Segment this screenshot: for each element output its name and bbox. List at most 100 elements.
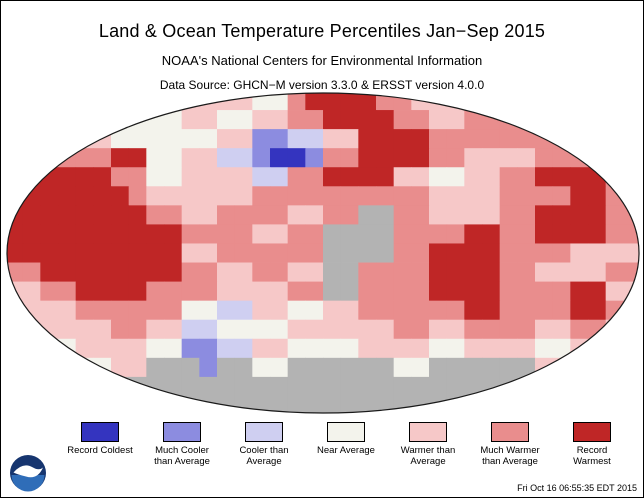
map-grid-cell <box>588 319 607 340</box>
map-grid-cell <box>323 205 342 225</box>
map-grid-cell <box>22 93 41 111</box>
map-grid-cell <box>128 186 147 206</box>
map-grid-cell <box>429 243 448 263</box>
map-grid-cell <box>535 93 554 111</box>
noaa-logo-sea <box>11 475 45 492</box>
map-grid-cell <box>429 110 448 130</box>
map-grid-cell <box>340 186 359 206</box>
map-grid-cell <box>535 110 554 130</box>
map-grid-cell <box>323 224 342 244</box>
legend-swatch-record-warmest <box>573 422 611 442</box>
map-grid-cell <box>287 93 306 111</box>
map-grid-cell <box>111 224 130 244</box>
map-grid-cell <box>376 129 395 149</box>
legend-label-warmer: Warmer than Average <box>400 445 456 468</box>
map-grid-cell <box>464 186 483 206</box>
map-grid-cell <box>535 224 554 244</box>
map-grid-cell <box>605 262 624 282</box>
map-grid-cell <box>93 262 112 282</box>
map-grid-cell <box>252 205 271 225</box>
map-grid-cell <box>305 395 324 413</box>
map-grid-cell <box>323 319 342 340</box>
map-grid-cell <box>7 186 24 206</box>
map-grid-cell <box>605 376 624 397</box>
map-grid-cell <box>128 300 147 321</box>
map-grid-cell <box>393 281 412 302</box>
map-grid-cell <box>429 281 448 302</box>
map-grid-cell <box>482 357 501 378</box>
map-grid-cell <box>446 357 465 378</box>
map-grid-cell <box>22 205 41 225</box>
map-grid-cell <box>517 338 536 359</box>
map-grid-cell <box>499 262 518 282</box>
map-grid-cell <box>22 300 41 321</box>
map-grid-cell <box>40 93 59 111</box>
map-grid-cell <box>464 357 483 378</box>
map-grid-cell <box>287 167 306 187</box>
map-grid-cell <box>7 376 24 397</box>
map-grid-cell <box>570 357 589 378</box>
map-grid-cell <box>358 129 377 149</box>
map-grid-cell <box>570 205 589 225</box>
map-grid-cell <box>270 319 289 340</box>
map-grid-cell <box>446 338 465 359</box>
map-grid-cell <box>181 357 200 378</box>
map-grid-cell <box>217 129 236 149</box>
map-grid-cell <box>40 205 59 225</box>
map-grid-cell <box>499 357 518 378</box>
map-grid-cell <box>340 376 359 397</box>
map-grid-cell <box>58 93 77 111</box>
map-grid-cell <box>552 262 571 282</box>
map-grid-cell <box>7 129 24 149</box>
map-grid-cell <box>305 167 324 187</box>
map-grid-cell <box>340 281 359 302</box>
map-grid-cell <box>58 167 77 187</box>
map-grid-cell <box>287 262 306 282</box>
map-grid-cell <box>164 205 183 225</box>
map-grid-cell <box>535 300 554 321</box>
map-grid-cell <box>570 300 589 321</box>
map-grid-cell <box>40 300 59 321</box>
map-grid-cell <box>111 148 130 168</box>
map-grid-cell <box>199 319 218 340</box>
map-grid-cell <box>340 224 359 244</box>
legend-label-near-average: Near Average <box>317 445 375 456</box>
map-grid-cell <box>464 281 483 302</box>
map-grid-cell <box>305 281 324 302</box>
map-grid-cell <box>517 262 536 282</box>
map-grid-cell <box>482 338 501 359</box>
map-grid-cell <box>429 319 448 340</box>
map-grid-cell <box>128 319 147 340</box>
map-grid-cell <box>605 110 624 130</box>
map-grid-cell <box>393 205 412 225</box>
map-grid-cell <box>305 186 324 206</box>
map-grid-cell <box>199 167 218 187</box>
map-grid-cell <box>75 281 94 302</box>
legend-item-much-cooler: Much Cooler than Average <box>145 422 219 468</box>
map-grid-cell <box>252 300 271 321</box>
map-grid-cell <box>111 129 130 149</box>
page-subtitle: NOAA's National Centers for Environmenta… <box>161 53 483 68</box>
map-grid-cell <box>146 243 165 263</box>
map-grid-cell <box>570 167 589 187</box>
map-grid-cell <box>75 338 94 359</box>
map-grid-cell <box>22 281 41 302</box>
map-grid-cell <box>623 300 639 321</box>
map-grid-cell <box>75 243 94 263</box>
map-grid-cell <box>270 395 289 413</box>
map-grid-cell <box>146 186 165 206</box>
map-grid-cell <box>376 224 395 244</box>
map-grid-cell <box>517 281 536 302</box>
map-grid-cell <box>270 110 289 130</box>
map-grid-cell <box>499 338 518 359</box>
legend-label-record-warmest: Record Warmest <box>573 445 611 468</box>
map-grid-cell <box>199 281 218 302</box>
map-grid-cell <box>605 300 624 321</box>
map-grid-cell <box>323 148 342 168</box>
legend: Record Coldest Much Cooler than Average … <box>55 422 637 468</box>
legend-swatch-much-warmer <box>491 422 529 442</box>
map-grid-cell <box>217 376 236 397</box>
map-grid-cell <box>393 319 412 340</box>
map-grid-cell <box>340 395 359 413</box>
map-grid-cell <box>75 205 94 225</box>
